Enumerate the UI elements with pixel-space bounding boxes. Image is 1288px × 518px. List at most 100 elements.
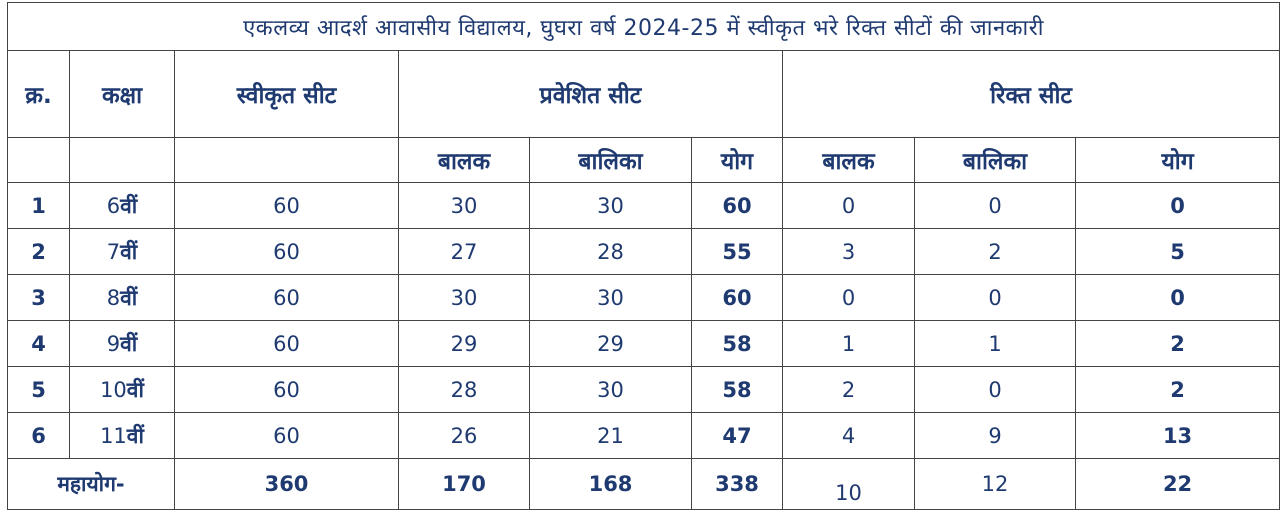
table-row: 3 8वीं 60 30 30 60 0 0 0 — [7, 274, 1281, 321]
cell-sno: 5 — [7, 366, 70, 413]
cell-admitted-total: 60 — [691, 274, 783, 321]
header-row-1: क्र. कक्षा स्वीकृत सीट प्रवेशित सीट रिक्… — [7, 50, 1281, 138]
table-title: एकलव्य आदर्श आवासीय विद्यालय, घुघरा वर्ष… — [6, 2, 1281, 51]
header-admitted: प्रवेशित सीट — [398, 50, 783, 138]
cell-class: 9वीं — [69, 320, 175, 367]
cell-class: 7वीं — [69, 228, 175, 275]
seat-table: एकलव्य आदर्श आवासीय विद्यालय, घुघरा वर्ष… — [6, 2, 1281, 510]
cell-vacant-total: 5 — [1074, 228, 1281, 275]
header-sno: क्र. — [7, 50, 70, 138]
totals-admitted-boys: 170 — [398, 458, 530, 510]
cell-class: 8वीं — [69, 274, 175, 321]
header-admitted-boys: बालक — [398, 137, 530, 183]
cell-vacant-girls: 0 — [914, 182, 1076, 229]
class-number: 11 — [100, 423, 127, 448]
cell-admitted-girls: 30 — [529, 274, 692, 321]
header-admitted-total: योग — [691, 137, 783, 183]
table-row: 4 9वीं 60 29 29 58 1 1 2 — [7, 320, 1281, 367]
table-row: 2 7वीं 60 27 28 55 3 2 5 — [7, 228, 1281, 275]
header-vacant-total: योग — [1074, 137, 1281, 183]
cell-admitted-boys: 28 — [398, 366, 530, 413]
header-empty — [174, 137, 399, 183]
cell-admitted-total: 58 — [691, 366, 783, 413]
cell-vacant-boys: 4 — [782, 412, 915, 459]
totals-admitted-total: 338 — [691, 458, 783, 510]
cell-vacant-total: 2 — [1074, 366, 1281, 413]
cell-vacant-total: 0 — [1074, 274, 1281, 321]
header-empty — [7, 137, 70, 183]
cell-vacant-total: 2 — [1074, 320, 1281, 367]
cell-admitted-girls: 29 — [529, 320, 692, 367]
cell-sanctioned: 60 — [174, 412, 399, 459]
class-suffix: वीं — [120, 331, 138, 356]
cell-admitted-boys: 30 — [398, 182, 530, 229]
cell-vacant-boys: 3 — [782, 228, 915, 275]
cell-sanctioned: 60 — [174, 320, 399, 367]
cell-vacant-girls: 0 — [914, 366, 1076, 413]
title-row: एकलव्य आदर्श आवासीय विद्यालय, घुघरा वर्ष… — [6, 2, 1281, 51]
cell-sno: 6 — [7, 412, 70, 459]
header-class: कक्षा — [69, 50, 175, 138]
class-suffix: वीं — [120, 239, 138, 264]
cell-class: 10वीं — [69, 366, 175, 413]
class-number: 7 — [106, 239, 121, 264]
cell-admitted-total: 47 — [691, 412, 783, 459]
cell-class: 11वीं — [69, 412, 175, 459]
totals-vacant-boys: 10 — [782, 458, 915, 510]
class-suffix: वीं — [126, 377, 144, 402]
header-empty — [69, 137, 175, 183]
cell-admitted-total: 55 — [691, 228, 783, 275]
cell-admitted-girls: 21 — [529, 412, 692, 459]
cell-sanctioned: 60 — [174, 228, 399, 275]
cell-admitted-boys: 29 — [398, 320, 530, 367]
cell-sanctioned: 60 — [174, 182, 399, 229]
cell-admitted-girls: 30 — [529, 366, 692, 413]
cell-admitted-boys: 26 — [398, 412, 530, 459]
cell-vacant-boys: 0 — [782, 182, 915, 229]
header-vacant-boys: बालक — [782, 137, 915, 183]
cell-sanctioned: 60 — [174, 274, 399, 321]
cell-sno: 2 — [7, 228, 70, 275]
totals-vacant-girls: 12 — [914, 458, 1076, 510]
table-row: 1 6वीं 60 30 30 60 0 0 0 — [7, 182, 1281, 229]
cell-sno: 1 — [7, 182, 70, 229]
cell-class: 6वीं — [69, 182, 175, 229]
totals-row: महायोग- 360 170 168 338 10 12 22 — [7, 458, 1281, 510]
header-sanctioned: स्वीकृत सीट — [174, 50, 399, 138]
cell-vacant-girls: 9 — [914, 412, 1076, 459]
header-vacant-girls: बालिका — [914, 137, 1076, 183]
cell-vacant-total: 13 — [1074, 412, 1281, 459]
cell-sanctioned: 60 — [174, 366, 399, 413]
class-number: 9 — [106, 331, 121, 356]
cell-vacant-girls: 0 — [914, 274, 1076, 321]
cell-admitted-boys: 30 — [398, 274, 530, 321]
class-number: 10 — [100, 377, 127, 402]
class-suffix: वीं — [126, 423, 144, 448]
cell-vacant-girls: 1 — [914, 320, 1076, 367]
totals-label: महायोग- — [7, 458, 175, 510]
table-row: 5 10वीं 60 28 30 58 2 0 2 — [7, 366, 1281, 413]
totals-vacant-total: 22 — [1074, 458, 1281, 510]
cell-admitted-total: 58 — [691, 320, 783, 367]
cell-vacant-girls: 2 — [914, 228, 1076, 275]
cell-vacant-boys: 2 — [782, 366, 915, 413]
totals-admitted-girls: 168 — [529, 458, 692, 510]
cell-admitted-total: 60 — [691, 182, 783, 229]
cell-admitted-girls: 28 — [529, 228, 692, 275]
seat-table-container: एकलव्य आदर्श आवासीय विद्यालय, घुघरा वर्ष… — [6, 2, 1281, 510]
cell-sno: 4 — [7, 320, 70, 367]
class-number: 8 — [106, 285, 121, 310]
cell-admitted-girls: 30 — [529, 182, 692, 229]
cell-admitted-boys: 27 — [398, 228, 530, 275]
cell-vacant-boys: 1 — [782, 320, 915, 367]
class-suffix: वीं — [120, 285, 138, 310]
cell-vacant-boys: 0 — [782, 274, 915, 321]
totals-sanctioned: 360 — [174, 458, 399, 510]
header-admitted-girls: बालिका — [529, 137, 692, 183]
header-vacant: रिक्त सीट — [781, 50, 1281, 138]
cell-vacant-total: 0 — [1074, 182, 1281, 229]
cell-sno: 3 — [7, 274, 70, 321]
table-row: 6 11वीं 60 26 21 47 4 9 13 — [7, 412, 1281, 459]
class-suffix: वीं — [120, 193, 138, 218]
class-number: 6 — [106, 193, 121, 218]
